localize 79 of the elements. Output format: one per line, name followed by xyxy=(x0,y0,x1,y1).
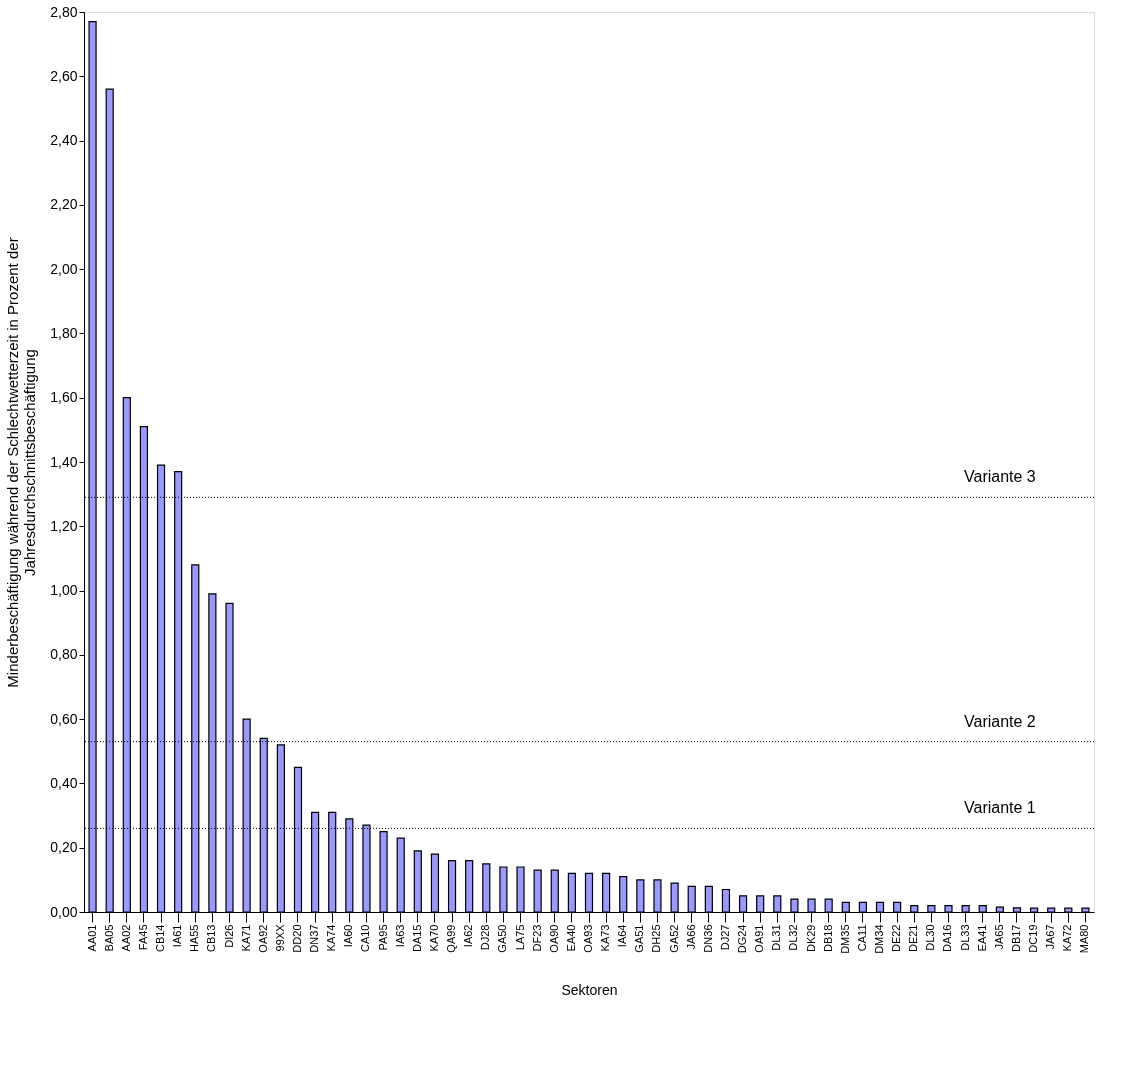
y-tick-label: 1,60 xyxy=(50,389,78,406)
x-tick-label: OA90 xyxy=(547,924,560,953)
x-tick-label: DA15 xyxy=(410,924,423,953)
y-tick-label: 0,20 xyxy=(50,839,78,856)
x-tick-label: EA41 xyxy=(975,924,988,952)
y-tick-label: 1,00 xyxy=(50,582,78,599)
ref-line-label: Variante 2 xyxy=(964,712,1036,730)
x-tick-label: GA52 xyxy=(667,924,680,953)
y-tick-label: 2,60 xyxy=(50,67,78,84)
x-tick-label: OA93 xyxy=(582,924,594,953)
x-tick-label: FA45 xyxy=(136,924,149,951)
y-tick-label: 2,20 xyxy=(50,196,78,213)
x-tick-label: KA70 xyxy=(427,924,440,952)
y-tick-label: 2,40 xyxy=(50,132,78,149)
x-tick-label: DB18 xyxy=(821,924,834,953)
x-tick-label: EA40 xyxy=(564,924,577,952)
x-tick-label: IA61 xyxy=(171,924,184,948)
x-tick-label: DE21 xyxy=(907,924,920,953)
x-tick-label: DL31 xyxy=(770,924,783,951)
x-tick-label: DD20 xyxy=(290,924,303,953)
x-tick-label: DK29 xyxy=(804,924,817,953)
x-tick-label: KA73 xyxy=(599,924,612,952)
x-tick-label: BA05 xyxy=(102,924,115,952)
x-tick-label: DC19 xyxy=(1027,924,1040,953)
x-tick-label: IA64 xyxy=(616,924,629,948)
x-tick-label: GA50 xyxy=(496,924,509,953)
x-tick-label: DB17 xyxy=(1009,924,1022,953)
y-tick-label: 1,80 xyxy=(50,324,78,341)
x-tick-label: IA60 xyxy=(342,924,355,948)
x-tick-label: CA11 xyxy=(855,924,868,952)
x-tick-label: DM34 xyxy=(873,924,886,954)
x-tick-label: DH25 xyxy=(650,924,663,953)
x-tick-label: DI26 xyxy=(222,924,235,948)
y-tick-label: 0,80 xyxy=(50,646,78,663)
x-tick-label: HA55 xyxy=(188,924,201,953)
x-tick-label: MA80 xyxy=(1078,924,1091,954)
x-tick-label: DL32 xyxy=(787,924,800,951)
x-tick-label: DA16 xyxy=(941,924,954,953)
x-tick-label: IA63 xyxy=(393,924,406,948)
x-tick-label: PA95 xyxy=(376,924,389,951)
x-tick-label: DL30 xyxy=(924,924,937,951)
x-tick-label: OA91 xyxy=(753,924,766,953)
ref-line-label: Variante 3 xyxy=(964,468,1036,486)
x-tick-label: JA66 xyxy=(684,924,697,950)
x-tick-label: DN37 xyxy=(308,924,321,953)
x-tick-label: DN36 xyxy=(701,924,714,953)
x-tick-label: OA92 xyxy=(256,924,269,953)
x-tick-label: DE22 xyxy=(890,924,903,953)
x-tick-label: KA71 xyxy=(239,924,252,952)
y-tick-label: 2,00 xyxy=(50,260,78,277)
x-tick-label: DM35 xyxy=(838,924,851,954)
x-tick-label: AA02 xyxy=(119,924,132,952)
ref-line-label: Variante 1 xyxy=(964,799,1036,817)
x-axis-title: Sektoren xyxy=(561,981,618,998)
x-tick-label: DJ27 xyxy=(718,924,731,951)
x-tick-label: KA72 xyxy=(1061,924,1074,952)
y-tick-label: 0,40 xyxy=(50,774,78,791)
x-tick-label: AA01 xyxy=(85,924,98,952)
x-tick-label: DJ28 xyxy=(479,924,492,951)
y-tick-label: 1,40 xyxy=(50,453,78,470)
x-tick-label: DL33 xyxy=(958,924,971,951)
x-tick-label: LA75 xyxy=(513,924,526,951)
x-tick-label: KA74 xyxy=(325,924,338,952)
x-tick-label: 99XX xyxy=(273,923,286,952)
x-tick-label: CB13 xyxy=(205,924,218,953)
x-tick-label: DG24 xyxy=(736,924,749,954)
x-tick-label: DF23 xyxy=(530,924,543,952)
x-tick-label: GA51 xyxy=(633,924,646,953)
y-axis-title: Minderbeschäftigung während der Schlechtwetterzeit in Prozent der Jahresdurchschnittsbeschäftigung xyxy=(4,237,39,688)
x-tick-label: JA65 xyxy=(992,924,1005,950)
x-tick-label: QA99 xyxy=(445,924,458,953)
x-tick-label: CB14 xyxy=(154,924,167,953)
x-tick-label: JA67 xyxy=(1044,924,1057,950)
y-tick-label: 0,00 xyxy=(50,903,78,920)
x-tick-label: IA62 xyxy=(462,924,475,948)
x-tick-label: CA10 xyxy=(359,924,372,953)
y-tick-label: 0,60 xyxy=(50,710,78,727)
y-tick-label: 1,20 xyxy=(50,517,78,534)
y-tick-label: 2,80 xyxy=(50,3,78,20)
